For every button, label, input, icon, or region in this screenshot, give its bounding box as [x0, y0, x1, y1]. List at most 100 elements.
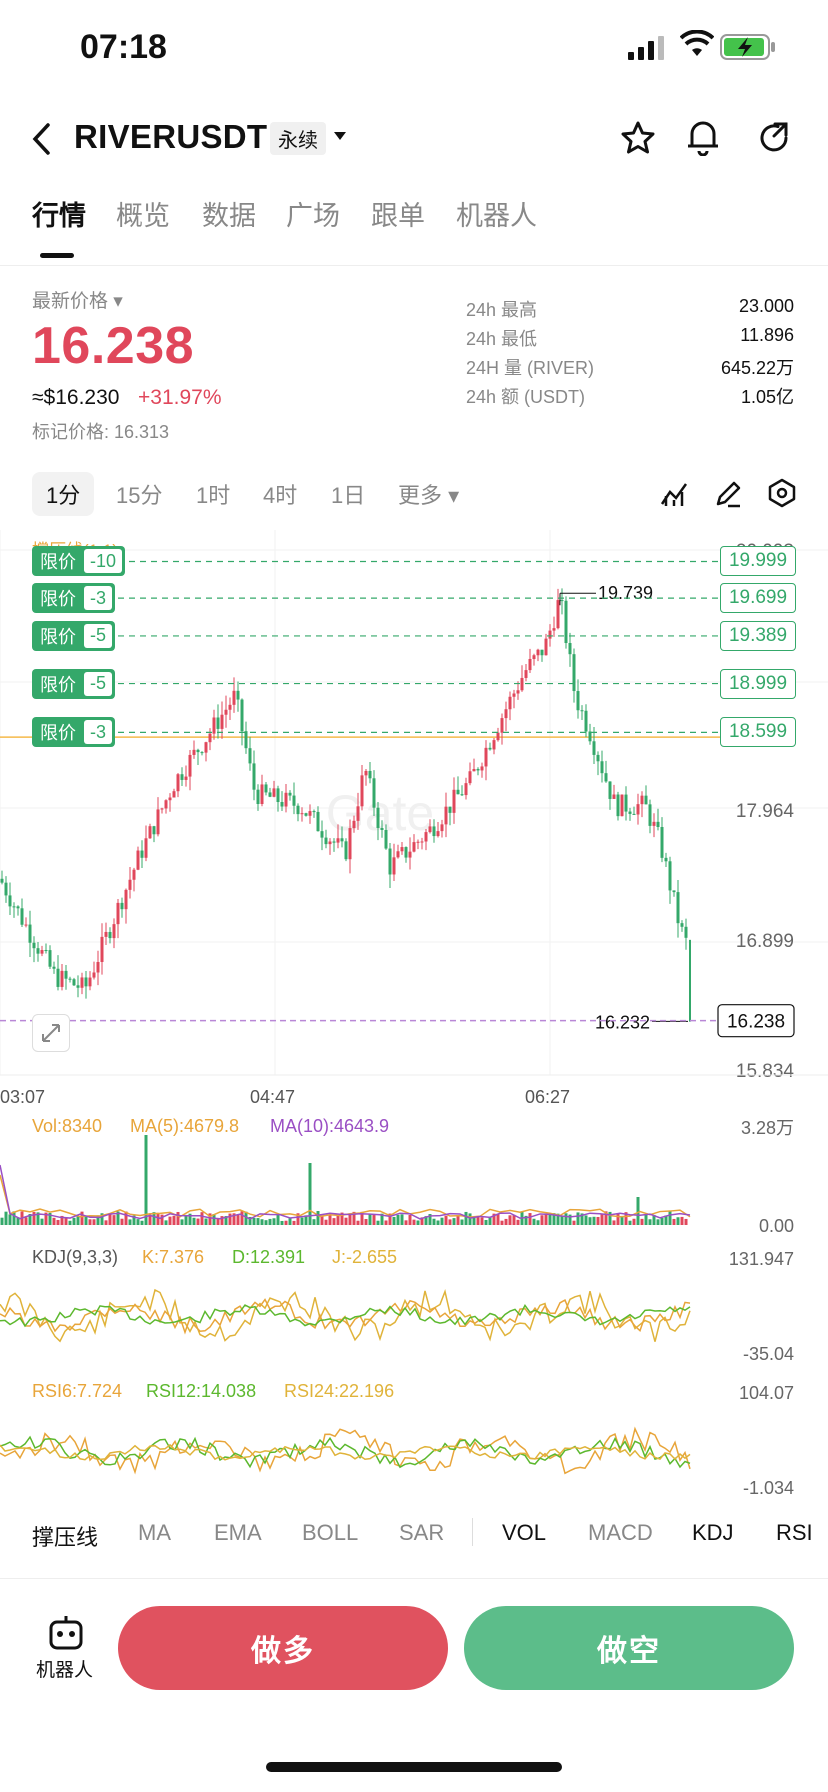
candle-body: [12, 906, 16, 908]
share-icon[interactable]: [756, 120, 792, 156]
limit-order-tag[interactable]: 限价 -10: [32, 546, 126, 577]
limit-order-price[interactable]: 19.699: [720, 583, 796, 614]
volume-bar: [404, 1220, 408, 1225]
limit-order-tag[interactable]: 限价 -3: [32, 583, 116, 614]
tab-market[interactable]: 行情: [32, 201, 86, 231]
tab-robot[interactable]: 机器人: [456, 201, 537, 231]
candle-body: [328, 841, 332, 845]
indicator-support-resistance[interactable]: 撑压线: [32, 1525, 99, 1550]
candle-body: [496, 732, 500, 741]
tab-square[interactable]: 广场: [286, 201, 340, 231]
timeframe-1d[interactable]: 1日: [331, 483, 366, 508]
candle-body: [4, 882, 8, 896]
candle-body: [256, 789, 260, 804]
timeframe-1m[interactable]: 1分: [32, 472, 95, 516]
candle-body: [604, 773, 608, 782]
volume-bar: [640, 1218, 644, 1225]
candle-body: [544, 638, 548, 656]
contract-type-badge[interactable]: 永续: [270, 122, 326, 155]
candle-body: [188, 754, 192, 777]
candle-body: [676, 892, 680, 924]
long-button[interactable]: 做多: [118, 1606, 448, 1690]
candle-body: [348, 828, 352, 860]
indicator-kdj[interactable]: KDJ: [692, 1520, 734, 1545]
tab-overview[interactable]: 概览: [116, 201, 170, 231]
draw-pen-icon[interactable]: [714, 480, 742, 508]
candle-body: [540, 649, 544, 656]
limit-order-price[interactable]: 19.389: [720, 620, 796, 651]
candle-body: [420, 841, 424, 843]
indicator-rsi[interactable]: RSI: [776, 1520, 813, 1545]
x-axis-tick: 04:47: [250, 1087, 295, 1107]
pair-title[interactable]: RIVERUSDT: [74, 118, 268, 155]
volume-bar: [464, 1211, 468, 1225]
volume-bar: [32, 1212, 36, 1225]
volume-bar: [664, 1215, 668, 1225]
expand-chart-button[interactable]: [32, 1014, 70, 1052]
indicator-icon[interactable]: [660, 480, 688, 508]
indicator-macd[interactable]: MACD: [588, 1520, 653, 1545]
chevron-down-icon[interactable]: [332, 130, 348, 142]
last-price-label[interactable]: 最新价格 ▾: [32, 291, 123, 312]
volume-bar: [468, 1213, 472, 1225]
volume-bar: [60, 1215, 64, 1225]
volume-bar: [384, 1220, 388, 1225]
star-icon[interactable]: [620, 120, 656, 156]
limit-order-tag[interactable]: 限价 -3: [32, 717, 116, 748]
settings-hexagon-icon[interactable]: [768, 478, 796, 508]
candle-body: [336, 838, 340, 843]
candle-body: [144, 838, 148, 858]
timeframe-1h[interactable]: 1时: [196, 483, 231, 508]
candle-body: [316, 811, 320, 832]
stat-volume-value: 645.22万: [720, 358, 794, 378]
volume-bar: [128, 1219, 132, 1225]
timeframe-more[interactable]: 更多 ▾: [398, 483, 460, 508]
robot-label[interactable]: 机器人: [36, 1660, 94, 1681]
volume-bar: [632, 1218, 636, 1225]
indicator-vol[interactable]: VOL: [502, 1520, 547, 1545]
candle-body: [432, 826, 436, 837]
candle-body: [488, 747, 492, 750]
limit-order-tag[interactable]: 限价 -5: [32, 620, 116, 651]
volume-bar: [684, 1218, 688, 1225]
volume-bar: [552, 1213, 556, 1225]
timeframe-4h[interactable]: 4时: [263, 483, 298, 508]
indicator-ema[interactable]: EMA: [214, 1520, 262, 1545]
candle-body: [632, 813, 636, 815]
limit-order-price[interactable]: 18.599: [720, 717, 796, 748]
indicator-ma[interactable]: MA: [138, 1520, 171, 1545]
candle-body: [324, 837, 328, 845]
volume-bar: [0, 1217, 4, 1225]
volume-bar: [604, 1211, 608, 1225]
timeframe-15m[interactable]: 15分: [116, 483, 163, 508]
back-icon[interactable]: [30, 122, 52, 156]
stat-low-label: 24h 最低: [466, 329, 538, 349]
volume-bar: [360, 1211, 364, 1225]
limit-order-price[interactable]: 19.999: [720, 546, 796, 577]
short-button[interactable]: 做空: [464, 1606, 794, 1690]
volume-bar: [92, 1219, 96, 1225]
bell-icon[interactable]: [686, 118, 720, 156]
candle-body: [480, 766, 484, 771]
limit-order-price[interactable]: 18.999: [720, 668, 796, 699]
tab-copy-trade[interactable]: 跟单: [371, 201, 425, 231]
volume-bar: [244, 1211, 248, 1225]
limit-order-tag[interactable]: 限价 -5: [32, 668, 116, 699]
candle-body: [212, 717, 216, 734]
stat-low-value: 11.896: [740, 325, 794, 345]
candle-body: [612, 794, 616, 799]
candle-body: [268, 792, 272, 797]
indicator-sar[interactable]: SAR: [399, 1520, 445, 1545]
candle-body: [308, 811, 312, 816]
volume-bar: [312, 1219, 316, 1225]
robot-icon[interactable]: [48, 1616, 84, 1650]
tab-indicator: [40, 253, 74, 258]
candle-body: [0, 878, 4, 883]
vol-label: Vol:8340: [32, 1116, 102, 1136]
indicator-boll[interactable]: BOLL: [302, 1520, 359, 1545]
volume-bar: [280, 1220, 284, 1225]
tab-data[interactable]: 数据: [202, 201, 256, 231]
candle-body: [288, 792, 292, 796]
kline-chart[interactable]: 20.09318.92917.96416.89915.834撑压线(1,1)Ga…: [0, 530, 828, 1530]
usd-price: ≈$16.230: [32, 386, 120, 409]
